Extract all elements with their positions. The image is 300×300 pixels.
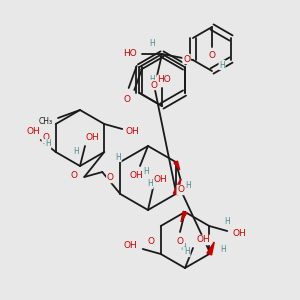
- Text: H: H: [73, 148, 79, 157]
- Text: O: O: [107, 173, 114, 182]
- Text: O: O: [183, 55, 190, 64]
- Text: H: H: [45, 140, 51, 148]
- Text: O: O: [124, 94, 131, 103]
- Text: HO: HO: [123, 50, 137, 58]
- Text: OH: OH: [124, 242, 138, 250]
- Text: H: H: [185, 182, 191, 190]
- Text: OH: OH: [129, 172, 143, 181]
- Text: OH: OH: [27, 128, 40, 136]
- Text: CH₃: CH₃: [39, 118, 53, 127]
- Polygon shape: [207, 242, 214, 255]
- Text: H: H: [184, 248, 190, 256]
- Text: O: O: [147, 238, 154, 247]
- Text: H: H: [147, 179, 153, 188]
- Text: O: O: [176, 238, 184, 247]
- Text: HO: HO: [157, 76, 171, 85]
- Polygon shape: [173, 179, 181, 195]
- Text: H: H: [219, 61, 225, 70]
- Text: H: H: [220, 245, 226, 254]
- Text: H: H: [149, 76, 155, 85]
- Text: O: O: [71, 170, 78, 179]
- Text: OH: OH: [196, 236, 210, 244]
- Text: O: O: [151, 80, 158, 89]
- Text: H: H: [116, 152, 121, 161]
- Text: OH: OH: [153, 175, 167, 184]
- Polygon shape: [174, 161, 180, 170]
- Text: H: H: [224, 217, 230, 226]
- Text: O: O: [177, 185, 184, 194]
- Polygon shape: [181, 211, 187, 222]
- Text: OH: OH: [232, 230, 246, 238]
- Text: OH: OH: [125, 128, 139, 136]
- Text: H: H: [149, 40, 155, 49]
- Text: OH: OH: [85, 134, 99, 142]
- Text: H: H: [180, 244, 186, 253]
- Text: O: O: [208, 52, 215, 61]
- Text: H: H: [143, 167, 149, 176]
- Text: O: O: [42, 134, 49, 142]
